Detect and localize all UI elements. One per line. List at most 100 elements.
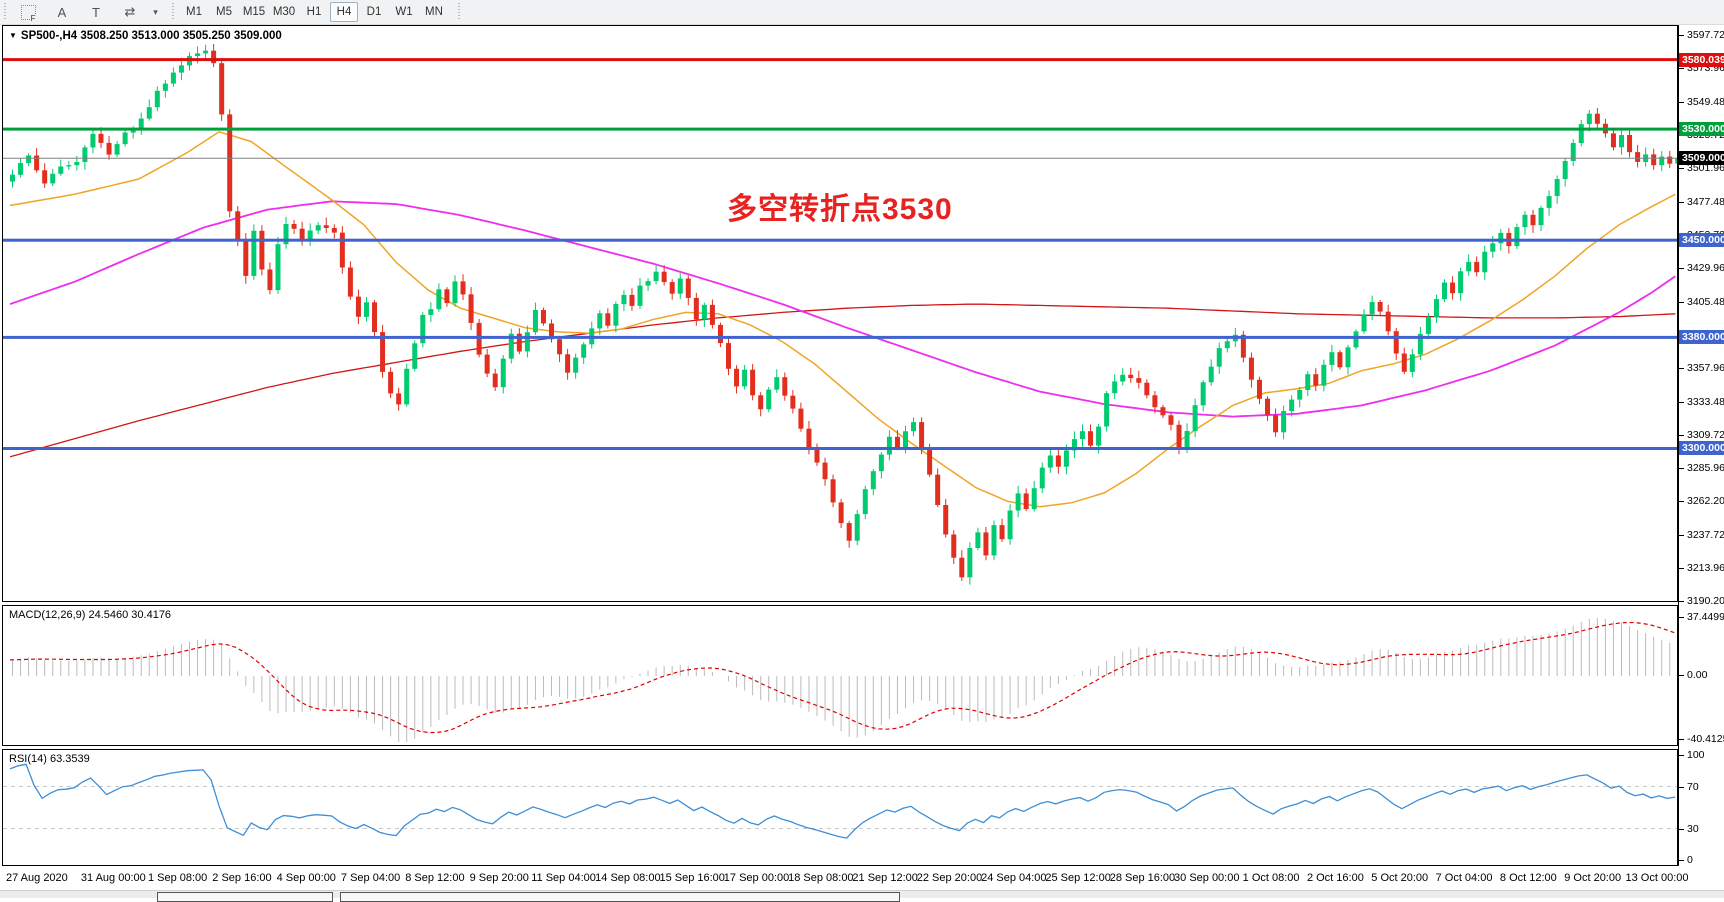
toolbar-grip[interactable] (3, 3, 8, 21)
candle-body (1667, 156, 1673, 164)
candle-body (1433, 299, 1439, 318)
timeframe-button-m15[interactable]: M15 (242, 6, 266, 18)
axis-tick-label: 100 (1687, 749, 1705, 761)
text-label-icon[interactable]: A (57, 4, 67, 20)
candle-body (154, 90, 160, 108)
candle-body (1063, 450, 1069, 467)
price-axis[interactable]: 3597.7203573.9603549.4803525.7203501.960… (1678, 25, 1724, 866)
candle-body (1377, 302, 1383, 312)
macd-label: MACD(12,26,9) 24.5460 30.4176 (9, 609, 172, 621)
date-tick-label: 18 Sep 08:00 (788, 872, 854, 884)
candle-body (621, 294, 627, 305)
toolbar-grip[interactable] (171, 3, 176, 21)
candle-body (106, 142, 112, 155)
candle-body (540, 310, 546, 324)
date-tick-label: 30 Sep 00:00 (1174, 872, 1240, 884)
candle-body (1530, 214, 1536, 226)
candle-body (1329, 352, 1335, 365)
candle-body (951, 534, 957, 558)
candle-body (886, 436, 892, 455)
toolbar-grip[interactable] (457, 3, 462, 21)
axis-tick-label: 37.4499 (1687, 611, 1724, 623)
axis-tick-label: 3213.960 (1687, 562, 1724, 574)
candle-body (967, 548, 973, 578)
pane-splitter[interactable] (2, 602, 1678, 605)
timeframe-button-mn[interactable]: MN (425, 6, 443, 18)
horizontal-level-line[interactable] (3, 58, 1677, 62)
timeframe-button-w1[interactable]: W1 (395, 6, 413, 18)
pane-splitter[interactable] (2, 746, 1678, 749)
candle-body (1096, 426, 1102, 446)
background-window[interactable] (157, 892, 333, 902)
date-axis[interactable]: 27 Aug 2020 31 Aug 00:00 1 Sep 08:00 2 Sep … (2, 866, 1689, 890)
candle-body (677, 278, 683, 294)
candle-body (919, 422, 925, 450)
axis-tick-mark (1679, 35, 1684, 36)
candle-body (1192, 405, 1198, 431)
candle-body (669, 282, 675, 294)
timeframe-button-m30[interactable]: M30 (272, 6, 296, 18)
candle-body (605, 313, 611, 326)
candle-body (1594, 113, 1600, 124)
horizontal-level-line[interactable] (3, 238, 1677, 242)
timeframe-button-h1[interactable]: H1 (306, 6, 322, 18)
indicators-grid-icon[interactable]: F (11, 1, 45, 23)
timeframe-button-d1[interactable]: D1 (366, 6, 382, 18)
candle-body (1289, 399, 1295, 412)
chart-symbol-header[interactable]: ▼ SP500-,H4 3508.250 3513.000 3505.250 35… (9, 30, 282, 42)
candle-body (750, 369, 756, 396)
axis-tick-label: 3333.480 (1687, 396, 1724, 408)
axis-tick-mark (1679, 617, 1684, 618)
main-chart-pane[interactable]: ▼ SP500-,H4 3508.250 3513.000 3505.250 35… (2, 25, 1678, 602)
text-box-icon[interactable]: T (92, 4, 100, 20)
background-window[interactable] (340, 892, 900, 902)
candle-body (1120, 374, 1126, 382)
candle-body (1498, 232, 1504, 244)
axis-tick-label: 30 (1687, 823, 1699, 835)
axis-tick-mark (1679, 601, 1684, 602)
timeframe-button-m5[interactable]: M5 (216, 6, 232, 18)
horizontal-level-line[interactable] (3, 447, 1677, 450)
candle-body (1337, 352, 1343, 368)
date-tick-label: 8 Oct 12:00 (1499, 872, 1557, 884)
cursor-tools-caret-icon[interactable]: ▾ (153, 6, 158, 17)
candle-body (1659, 156, 1665, 166)
chevron-down-icon[interactable]: ▼ (9, 31, 17, 40)
candle-body (1265, 398, 1271, 416)
candle-body (1240, 334, 1246, 358)
candle-body (291, 224, 297, 229)
horizontal-level-line[interactable] (3, 127, 1677, 131)
candle-body (372, 302, 378, 333)
rsi-pane[interactable]: RSI(14) 63.3539 (2, 749, 1678, 866)
macd-signal-line (9, 621, 1676, 734)
candle-body (1184, 431, 1190, 449)
axis-tick-mark (1679, 829, 1684, 830)
candle-body (10, 174, 15, 182)
timeframe-button-m1[interactable]: M1 (186, 6, 202, 18)
candle-body (943, 505, 949, 535)
date-tick-label: 28 Sep 16:00 (1109, 872, 1176, 884)
candle-body (1562, 161, 1568, 179)
axis-tick-mark (1679, 68, 1684, 69)
axis-tick-mark (1679, 860, 1684, 861)
candle-body (98, 133, 104, 143)
candle-body (26, 155, 32, 164)
chart-annotation-text[interactable]: 多空转折点3530 (727, 193, 953, 226)
date-tick-label: 7 Sep 04:00 (340, 872, 401, 884)
macd-pane[interactable]: MACD(12,26,9) 24.5460 30.4176 (2, 605, 1678, 746)
timeframe-button-h4[interactable]: H4 (330, 2, 358, 22)
axis-tick-mark (1679, 402, 1684, 403)
candle-body (1361, 314, 1367, 332)
candle-body (1554, 179, 1560, 196)
candle-body (693, 297, 699, 320)
candle-body (774, 377, 780, 390)
cursor-tools-icon[interactable]: ⇄ (124, 4, 136, 19)
candle-body (1136, 378, 1142, 383)
candle-body (1619, 135, 1624, 148)
date-tick-label: 21 Sep 12:00 (852, 872, 918, 884)
candle-body (1466, 261, 1472, 272)
candle-body (1224, 341, 1230, 349)
candle-body (999, 525, 1005, 540)
candle-body (331, 228, 337, 233)
horizontal-level-line[interactable] (3, 335, 1677, 339)
